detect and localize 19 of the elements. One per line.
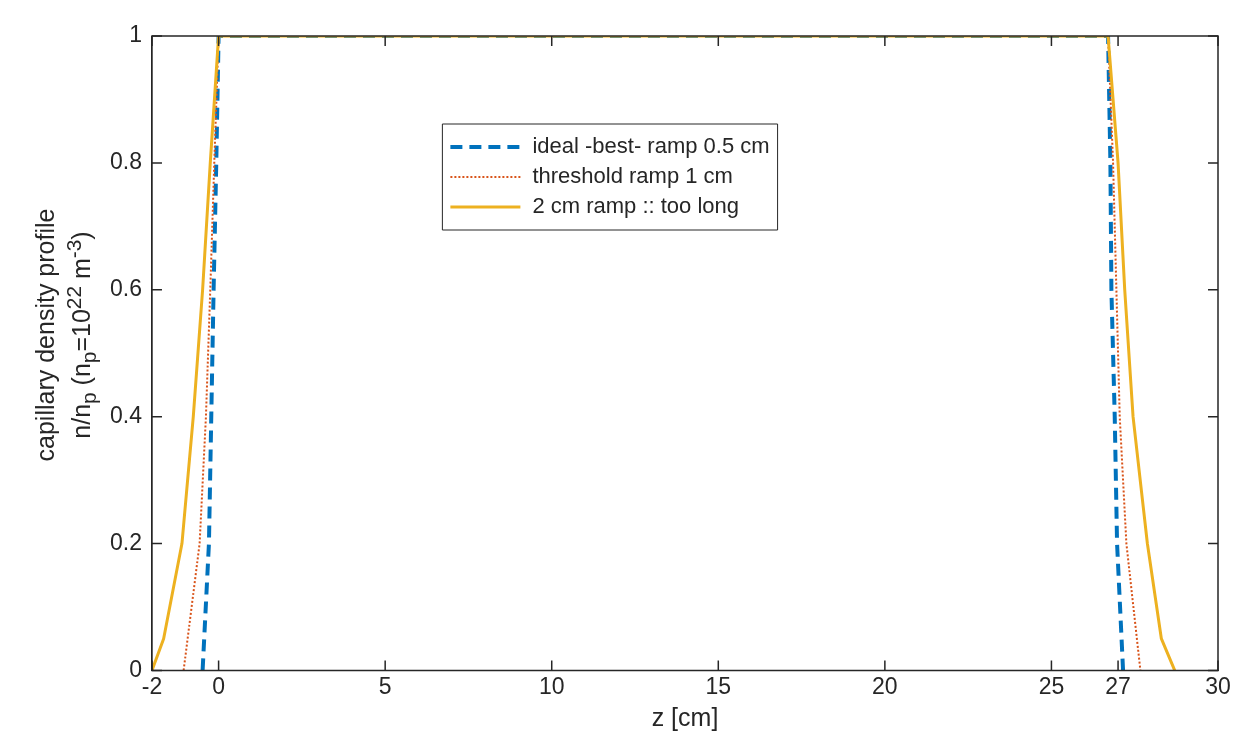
x-tick-label: 15 bbox=[705, 672, 732, 699]
y-tick-label: 0.8 bbox=[109, 148, 142, 175]
y-tick-label: 0.6 bbox=[109, 275, 142, 302]
y-tick-label: 0.4 bbox=[109, 401, 143, 428]
x-tick-label: 5 bbox=[378, 672, 392, 699]
x-tick-label: 0 bbox=[212, 672, 225, 699]
legend-label: threshold ramp 1 cm bbox=[532, 163, 733, 189]
y-tick-label: 0.2 bbox=[109, 528, 142, 555]
x-tick-label: 27 bbox=[1105, 672, 1131, 699]
y-tick-label: 0 bbox=[129, 655, 142, 682]
x-tick-label: -2 bbox=[141, 672, 163, 699]
x-tick-label: 10 bbox=[538, 672, 565, 699]
y-tick-label: 1 bbox=[129, 21, 142, 48]
x-tick-label: 30 bbox=[1205, 672, 1231, 699]
legend-label: 2 cm ramp :: too long bbox=[532, 193, 740, 219]
x-tick-label: 20 bbox=[872, 672, 898, 699]
x-axis-title: z [cm] bbox=[651, 702, 719, 731]
legend-label: ideal -best- ramp 0.5 cm bbox=[532, 133, 770, 159]
x-tick-label: 25 bbox=[1038, 672, 1065, 699]
